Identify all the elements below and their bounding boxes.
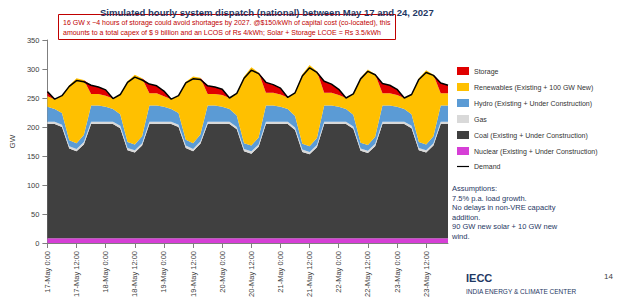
svg-text:21-May 0:00: 21-May 0:00 bbox=[276, 251, 285, 293]
svg-text:100: 100 bbox=[27, 181, 40, 190]
svg-text:150: 150 bbox=[27, 152, 40, 161]
svg-text:Assumptions:: Assumptions: bbox=[452, 184, 497, 193]
svg-text:20-May 0:00: 20-May 0:00 bbox=[218, 251, 227, 293]
svg-text:addition.: addition. bbox=[452, 213, 480, 222]
svg-text:23-May 12:00: 23-May 12:00 bbox=[422, 251, 431, 297]
svg-text:IECC: IECC bbox=[466, 272, 492, 284]
svg-text:22-May 0:00: 22-May 0:00 bbox=[334, 251, 343, 293]
svg-text:Gas: Gas bbox=[474, 116, 487, 123]
svg-text:17-May 12:00: 17-May 12:00 bbox=[72, 251, 81, 297]
svg-text:Nuclear (Existing + Under Cons: Nuclear (Existing + Under Construction) bbox=[474, 148, 598, 156]
svg-text:Storage: Storage bbox=[474, 68, 499, 76]
svg-text:7.5% p.a. load growth.: 7.5% p.a. load growth. bbox=[452, 194, 527, 203]
svg-text:23-May 0:00: 23-May 0:00 bbox=[393, 251, 402, 293]
svg-text:300: 300 bbox=[27, 65, 40, 74]
svg-text:Hydro (Existing + Under Constr: Hydro (Existing + Under Construction) bbox=[474, 100, 592, 108]
svg-text:22-May 12:00: 22-May 12:00 bbox=[363, 251, 372, 297]
svg-text:No delays in non-VRE capacity: No delays in non-VRE capacity bbox=[452, 203, 556, 212]
svg-text:19-May 12:00: 19-May 12:00 bbox=[189, 251, 198, 297]
svg-text:21-May 12:00: 21-May 12:00 bbox=[305, 251, 314, 297]
svg-text:19-May 0:00: 19-May 0:00 bbox=[159, 251, 168, 293]
svg-text:GW: GW bbox=[8, 134, 17, 148]
svg-text:16 GW x ~4 hours of storage co: 16 GW x ~4 hours of storage could avoid … bbox=[63, 19, 391, 27]
svg-text:INDIA ENERGY & CLIMATE CENTER: INDIA ENERGY & CLIMATE CENTER bbox=[466, 288, 577, 295]
svg-text:Coal (Existing + Under Constru: Coal (Existing + Under Construction) bbox=[474, 132, 588, 140]
svg-text:Simulated hourly system dispat: Simulated hourly system dispatch (nation… bbox=[100, 7, 434, 18]
svg-text:20-May 12:00: 20-May 12:00 bbox=[247, 251, 256, 297]
svg-text:200: 200 bbox=[27, 123, 40, 132]
svg-text:14: 14 bbox=[604, 272, 613, 281]
svg-text:90 GW new solar + 10 GW new: 90 GW new solar + 10 GW new bbox=[452, 222, 558, 231]
svg-text:amounts to a total capex of $: amounts to a total capex of $ 9 billion … bbox=[63, 29, 381, 37]
svg-text:50: 50 bbox=[31, 210, 39, 219]
svg-text:250: 250 bbox=[27, 94, 40, 103]
svg-text:18-May 0:00: 18-May 0:00 bbox=[101, 251, 110, 293]
svg-text:wind.: wind. bbox=[451, 232, 470, 241]
svg-text:Demand: Demand bbox=[474, 163, 501, 170]
svg-text:0: 0 bbox=[35, 239, 39, 248]
svg-text:17-May 0:00: 17-May 0:00 bbox=[43, 251, 52, 293]
svg-text:18-May 12:00: 18-May 12:00 bbox=[130, 251, 139, 297]
svg-text:Renewables (Existing + 100 GW: Renewables (Existing + 100 GW New) bbox=[474, 84, 593, 92]
svg-text:350: 350 bbox=[27, 36, 40, 45]
